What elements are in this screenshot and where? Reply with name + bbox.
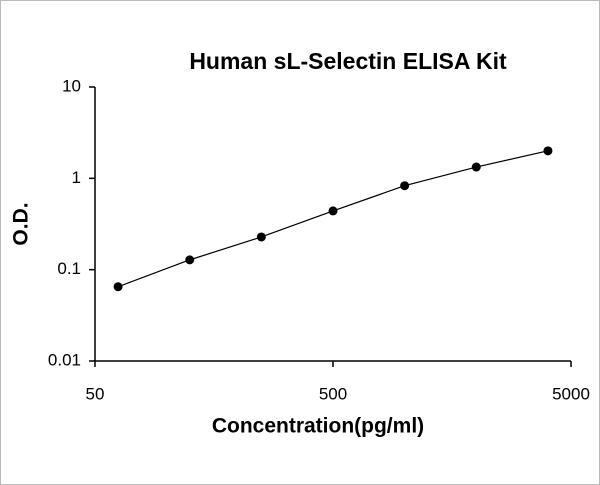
data-point <box>113 282 123 292</box>
y-axis-title: O.D. <box>10 202 33 245</box>
data-point <box>543 146 553 156</box>
x-tick-label: 5000 <box>552 384 590 403</box>
x-tick-label: 50 <box>86 384 105 403</box>
x-tick-label: 500 <box>319 384 347 403</box>
chart-title: Human sL-Selectin ELISA Kit <box>189 48 507 74</box>
y-tick-label: 0.1 <box>57 259 81 278</box>
data-point <box>328 206 338 216</box>
y-tick-label: 10 <box>62 76 81 95</box>
data-point <box>471 162 481 172</box>
y-tick-label: 1 <box>72 168 81 187</box>
data-point <box>185 255 195 265</box>
y-tick-label: 0.01 <box>48 350 81 369</box>
data-point <box>256 232 266 242</box>
x-axis-title: Concentration(pg/ml) <box>212 415 424 438</box>
data-point <box>400 181 410 191</box>
